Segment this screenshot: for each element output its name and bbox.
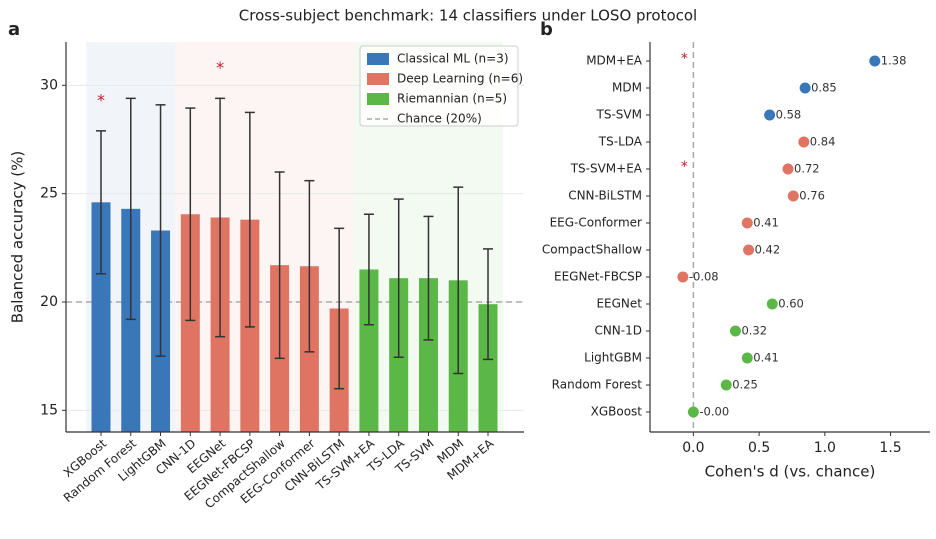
significance-star: *: [681, 51, 688, 67]
y-tick-label: Random Forest: [552, 378, 643, 392]
dot: [764, 109, 776, 121]
dot: [799, 82, 811, 94]
significance-star: *: [97, 90, 105, 109]
x-tick-label: 1.5: [879, 440, 901, 456]
group-shade: [175, 42, 355, 432]
figure-title: Cross-subject benchmark: 14 classifiers …: [239, 7, 697, 25]
y-axis-label: Balanced accuracy (%): [9, 151, 27, 324]
error-bar: [244, 111, 255, 328]
error-bar: [453, 186, 464, 375]
value-label: 0.32: [741, 324, 767, 338]
dot: [677, 271, 689, 283]
bar: [418, 278, 438, 432]
y-tick-label: EEG-Conformer: [550, 216, 642, 230]
value-label: -0.08: [689, 270, 719, 284]
bar: [359, 269, 379, 432]
y-tick-label: EEGNet-FBCSP: [554, 270, 642, 284]
bar: [180, 214, 200, 432]
dot: [798, 136, 810, 148]
bar: [478, 304, 498, 432]
dot: [787, 190, 799, 202]
error-bar: [96, 130, 106, 275]
value-label: 1.38: [881, 54, 907, 68]
legend-swatch: [367, 93, 389, 105]
value-label: 0.25: [732, 378, 758, 392]
y-tick-label: 30: [40, 77, 58, 93]
dot: [729, 325, 741, 337]
legend-box: [359, 45, 519, 127]
y-tick-label: TS-SVM: [596, 108, 642, 122]
dot: [782, 163, 794, 175]
dot: [766, 298, 778, 310]
error-bar: [125, 97, 136, 321]
error-bar: [215, 97, 226, 338]
error-bar: [363, 213, 374, 326]
y-tick-label: CNN-BiLSTM: [568, 189, 642, 203]
y-tick-label: 15: [40, 402, 58, 418]
value-label: -0.00: [699, 405, 729, 419]
bar: [121, 208, 141, 432]
panel-label: a: [8, 19, 20, 40]
value-label: 0.41: [753, 351, 779, 365]
value-label: 0.41: [753, 216, 779, 230]
y-tick-label: EEGNet: [596, 297, 642, 311]
dot: [741, 352, 753, 364]
legend-label: Riemannian (n=5): [397, 92, 507, 106]
dot: [743, 244, 755, 256]
dot: [741, 217, 753, 229]
legend-swatch: [367, 73, 389, 85]
x-axis-label: Cohen's d (vs. chance): [705, 463, 876, 481]
y-tick-label: TS-LDA: [598, 135, 643, 149]
y-tick-label: LightGBM: [584, 351, 642, 365]
bar: [91, 202, 111, 432]
legend-label: Deep Learning (n=6): [397, 72, 523, 86]
error-bar: [423, 215, 434, 341]
y-tick-label: CompactShallow: [542, 243, 642, 257]
value-label: 0.85: [811, 81, 837, 95]
error-bar: [155, 104, 166, 357]
error-bar: [393, 198, 404, 358]
value-label: 0.60: [778, 297, 804, 311]
error-bar: [483, 248, 494, 361]
x-tick-label: 0.5: [748, 440, 770, 456]
y-tick-label: MDM: [612, 81, 642, 95]
y-tick-label: 20: [40, 294, 58, 310]
y-tick-label: MDM+EA: [586, 54, 643, 68]
dot: [687, 406, 699, 418]
y-tick-label: TS-SVM+EA: [570, 162, 643, 176]
x-tick-label: 1.0: [814, 440, 836, 456]
value-label: 0.72: [794, 162, 820, 176]
legend: Classical ML (n=3) Deep Learning (n=6) Rie…: [359, 45, 523, 127]
significance-star: *: [681, 159, 688, 175]
legend-label: Classical ML (n=3): [397, 52, 509, 66]
error-bar: [185, 107, 196, 322]
value-label: 0.76: [799, 189, 825, 203]
legend-swatch: [367, 53, 389, 65]
y-tick-label: XGBoost: [591, 405, 643, 419]
significance-star: *: [216, 58, 224, 77]
error-bar: [304, 179, 315, 353]
panel-label: b: [540, 19, 553, 40]
error-bar: [334, 227, 345, 390]
dot: [720, 379, 732, 391]
value-label: 0.42: [755, 243, 781, 257]
legend-label: Chance (20%): [397, 112, 482, 126]
value-label: 0.58: [776, 108, 802, 122]
y-tick-label: CNN-1D: [594, 324, 642, 338]
value-label: 0.84: [810, 135, 836, 149]
dot: [869, 55, 881, 67]
y-tick-label: 25: [40, 186, 58, 202]
x-tick-label: 0.0: [682, 440, 704, 456]
error-bar: [274, 171, 285, 360]
